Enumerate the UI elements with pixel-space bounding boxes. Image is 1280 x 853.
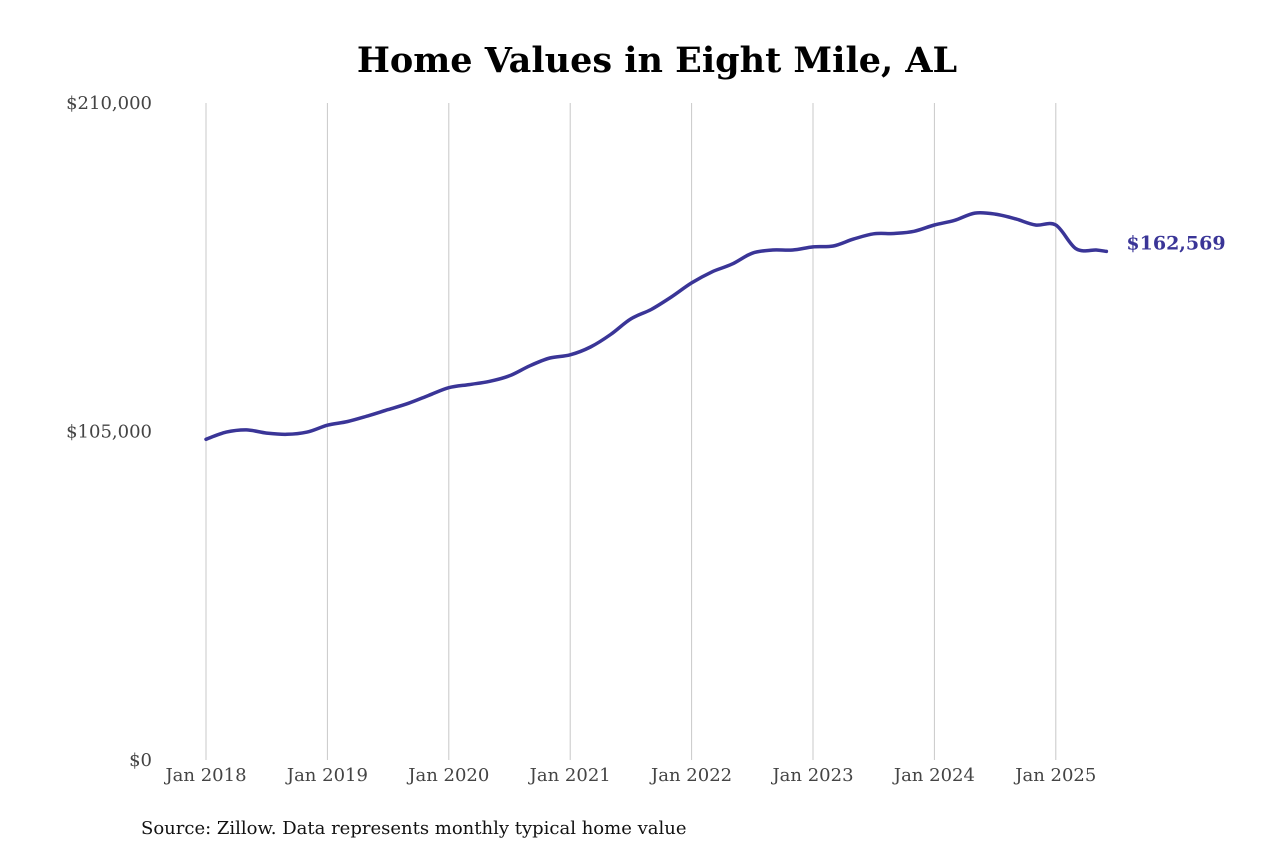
x-tick-label: Jan 2018	[163, 765, 246, 786]
x-tick-label: Jan 2024	[892, 765, 975, 786]
x-tick-label: Jan 2021	[528, 765, 611, 786]
chart-title: Home Values in Eight Mile, AL	[357, 40, 957, 81]
end-value-label: $162,569	[1126, 232, 1225, 254]
x-axis-ticks: Jan 2018 Jan 2019 Jan 2020 Jan 2021 Jan 2022…	[163, 765, 1096, 786]
x-tick-label: Jan 2020	[406, 765, 489, 786]
x-tick-label: Jan 2023	[770, 765, 853, 786]
y-tick-label: $0	[129, 750, 152, 771]
series-line	[204, 210, 1109, 442]
x-tick-label: Jan 2019	[285, 765, 368, 786]
x-tick-label: Jan 2025	[1013, 765, 1096, 786]
y-axis-ticks: $0 $105,000 $210,000	[66, 93, 152, 771]
vertical-gridlines	[205, 103, 1057, 760]
x-tick-label: Jan 2022	[649, 765, 732, 786]
y-tick-label: $210,000	[66, 93, 152, 114]
y-tick-label: $105,000	[66, 422, 152, 443]
source-note: Source: Zillow. Data represents monthly …	[141, 818, 687, 839]
